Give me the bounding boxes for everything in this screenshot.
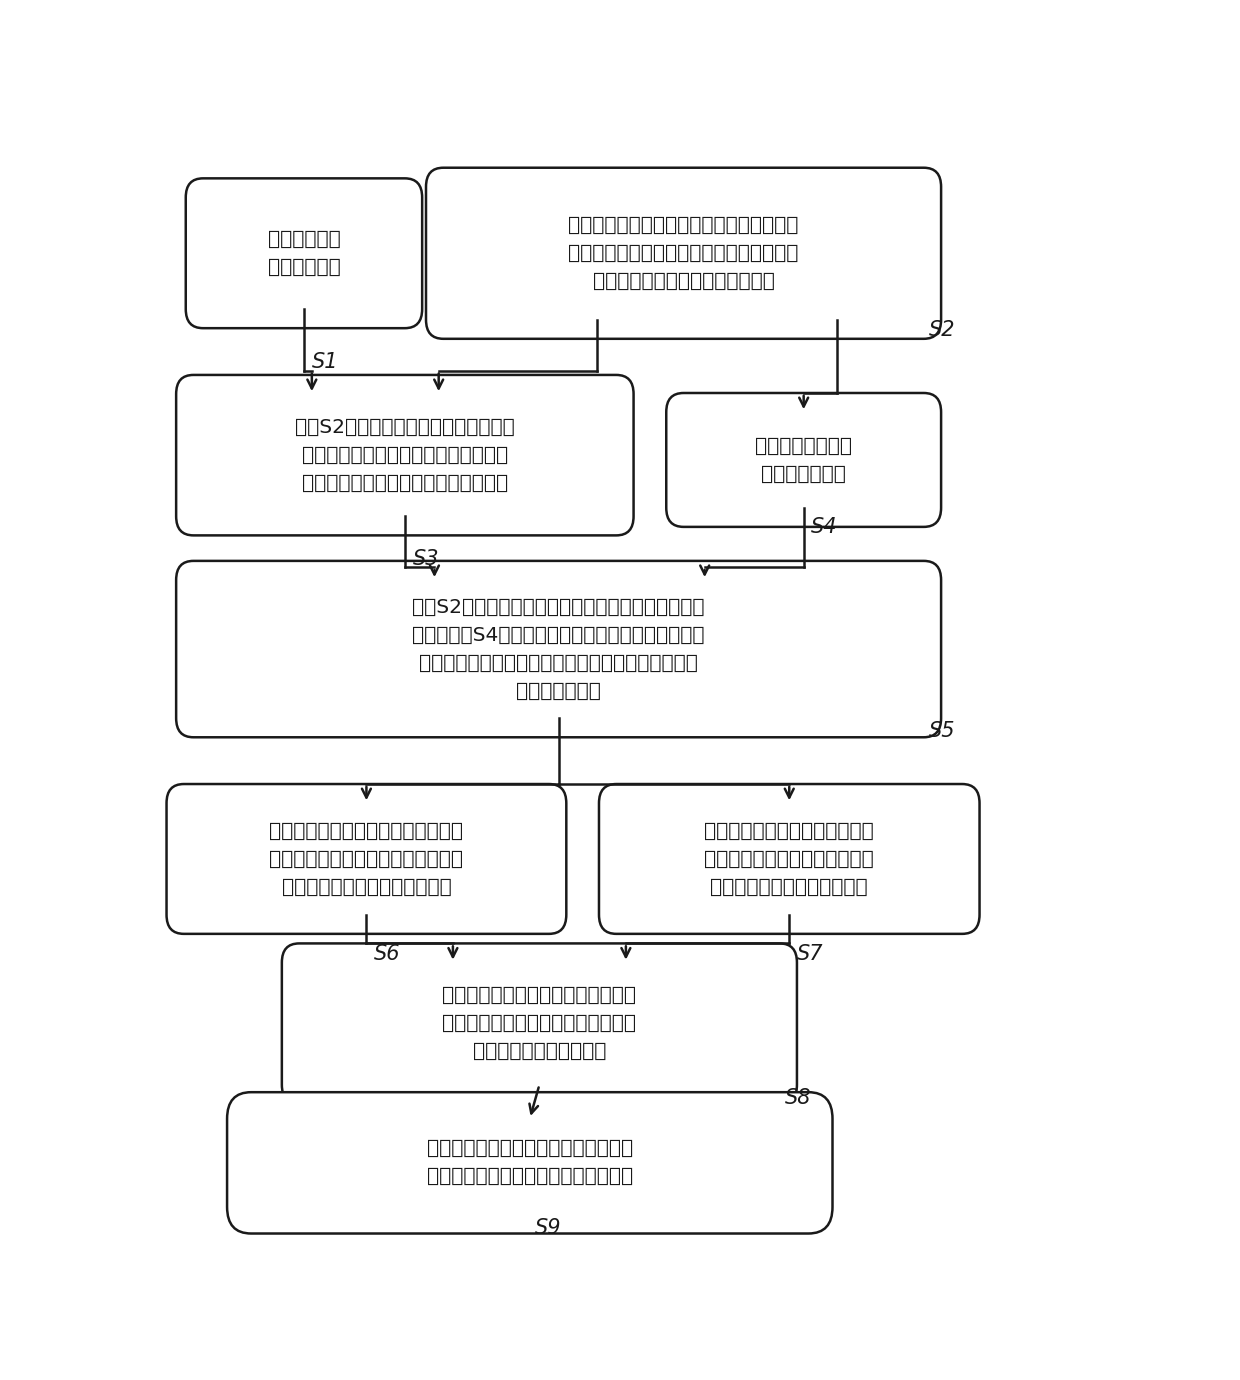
Text: 根据第四关系，以最大泄油半径和最大
生产时间为原则，确定最佳焖井时间。: 根据第四关系，以最大泄油半径和最大 生产时间为原则，确定最佳焖井时间。 — [427, 1140, 632, 1187]
FancyBboxPatch shape — [176, 375, 634, 535]
Text: 计算产液带出热量
产生的温度影响: 计算产液带出热量 产生的温度影响 — [755, 436, 852, 483]
Text: S2: S2 — [929, 320, 955, 341]
Text: 注汽结束时油
层的温场分布: 注汽结束时油 层的温场分布 — [268, 229, 340, 277]
Text: S7: S7 — [797, 944, 823, 965]
Text: 获取原油的流变拐点温度，根据第一
关系得到不同焖井时间下，有效加热
半径与开井生产时间的第二关系: 获取原油的流变拐点温度，根据第一 关系得到不同焖井时间下，有效加热 半径与开井生… — [269, 821, 464, 897]
FancyBboxPatch shape — [227, 1092, 832, 1234]
FancyBboxPatch shape — [666, 393, 941, 527]
FancyBboxPatch shape — [281, 944, 797, 1104]
FancyBboxPatch shape — [176, 560, 941, 737]
Text: S3: S3 — [413, 549, 439, 569]
Text: S8: S8 — [785, 1087, 811, 1108]
Text: 根据S2中顶底层散失热量造成的温度下降速率、第二
温场分布和S4中产液带出热量产生的温度影响，计算
不同焖井时间下，开井生产过程中的实际温场与生产
时间的第一关: 根据S2中顶底层散失热量造成的温度下降速率、第二 温场分布和S4中产液带出热量产… — [413, 598, 704, 701]
FancyBboxPatch shape — [427, 168, 941, 339]
Text: S4: S4 — [811, 518, 838, 537]
FancyBboxPatch shape — [166, 784, 567, 934]
FancyBboxPatch shape — [186, 178, 422, 328]
Text: S6: S6 — [374, 944, 401, 965]
Text: 根据油井中地层压力影响，计算
不同焖井时间下，油井的泄油半
径与原油流动时间的第三关系: 根据油井中地层压力影响，计算 不同焖井时间下，油井的泄油半 径与原油流动时间的第… — [704, 821, 874, 897]
Text: S1: S1 — [311, 352, 339, 373]
Text: 计算装置计算焖井期间顶底层总散失热量，
根据所述焖井期间顶底层总散失热量计算顶
底层散失热量造成的温度下降速率: 计算装置计算焖井期间顶底层总散失热量， 根据所述焖井期间顶底层总散失热量计算顶 … — [568, 215, 799, 291]
Text: 根据S2中顶底层散失热量造成的温度下
降速率和第一温场分布计算不同焖井时
间下，焖井结束时的实际第二温场分布: 根据S2中顶底层散失热量造成的温度下 降速率和第一温场分布计算不同焖井时 间下，… — [295, 418, 515, 493]
FancyBboxPatch shape — [599, 784, 980, 934]
Text: S9: S9 — [534, 1219, 560, 1238]
Text: S5: S5 — [929, 720, 955, 741]
Text: 根据第二关系和第三关系，计算不同
焖井时间下，油井的最大相对泄油半
径和生产时间的第四关系: 根据第二关系和第三关系，计算不同 焖井时间下，油井的最大相对泄油半 径和生产时间… — [443, 987, 636, 1061]
